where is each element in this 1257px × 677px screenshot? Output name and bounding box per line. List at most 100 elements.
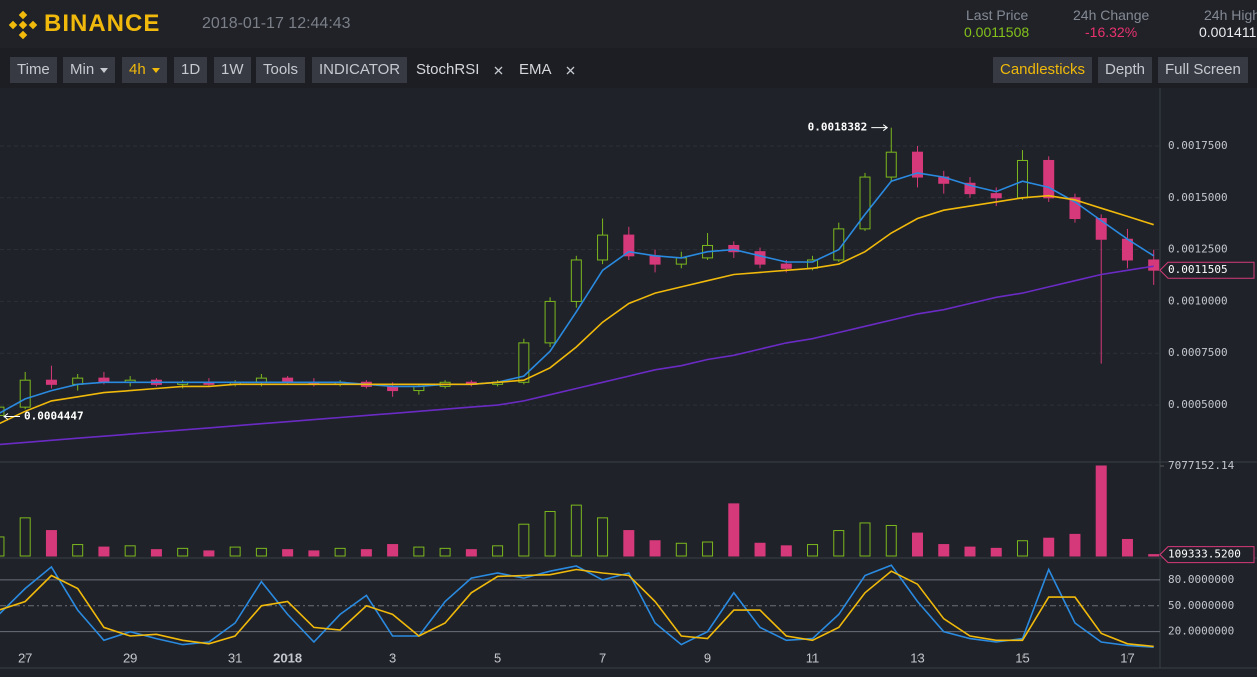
remove-indicator[interactable] [566,66,575,75]
last-volume-box [1159,546,1255,564]
volume-bar [177,547,189,557]
stoch-tick-label: 80.0000000 [1168,573,1234,586]
x-tick-label: 29 [123,650,137,665]
volume-bar [0,536,5,557]
stat-label: 24h High [1204,7,1257,23]
toolbar-dropdown[interactable]: Min [63,57,116,83]
candle-body [964,182,976,195]
x-tick-label: 31 [228,650,242,665]
stat-value: -16.32% [1085,24,1138,40]
toolbar-button[interactable]: INDICATOR [312,57,408,83]
x-tick-label: 27 [18,650,32,665]
candle-body [1148,259,1160,271]
indicator-tag: EMA [519,61,552,78]
ema-line [0,194,1154,425]
volume-bar [597,517,609,557]
high-annotation: 0.0018382 [808,121,868,134]
volume-bar [649,540,661,557]
candle-body [885,151,897,178]
toolbar-button[interactable]: Time [10,57,57,83]
y-tick-label: 0.0005000 [1168,398,1228,411]
volume-bar [964,546,976,557]
stat-label: Last Price [966,7,1029,23]
volume-bar [728,503,740,557]
toolbar: Time Min 4h 1D 1W Tools INDICATOR StochR… [0,50,1257,88]
ema-line [0,172,1155,414]
volume-bar [255,547,267,557]
stoch-line [0,564,1154,648]
logo-text: BINANCE [44,10,161,37]
toolbar-button[interactable]: 1D [174,57,208,83]
remove-indicator[interactable] [494,66,503,75]
volume-bar [439,547,451,557]
volume-bar [675,542,687,557]
x-tick-label: 15 [1015,650,1029,665]
last-price-label: 0.0011505 [1168,263,1228,276]
candle-body [649,255,661,265]
x-tick-label: 3 [389,650,396,665]
candle-body [1121,238,1133,261]
high-arrow [871,124,889,132]
candle-body [19,379,31,408]
indicator-tag: StochRSI [416,61,480,78]
volume-bar [19,517,31,557]
caret [100,67,109,73]
volume-bar [702,541,714,557]
x-tick-label: 9 [704,650,711,665]
x-tick-label: 11 [806,650,820,665]
volume-bar [912,532,924,557]
candle-body [728,244,740,253]
caret [151,67,160,73]
candle-body [675,257,687,265]
toolbar-button[interactable]: Full Screen [1158,57,1248,83]
candle-body [780,263,792,269]
toolbar-button[interactable]: Candlesticks [993,57,1093,83]
candle-body [570,259,582,302]
toolbar-dropdown[interactable]: 4h [122,57,167,83]
candle-body [1095,218,1107,240]
ema-line [0,265,1154,446]
candle-body [1016,159,1028,199]
volume-bar [124,545,136,557]
volume-bar [98,546,110,557]
stat-value: 0.001411 [1199,24,1257,40]
candle-body [45,379,57,385]
volume-bar [308,550,320,557]
candle-body [859,176,871,230]
volume-bar [544,510,556,557]
volume-bar [1121,538,1133,557]
volume-bar [807,544,819,557]
volume-bar [1016,540,1028,557]
toolbar-button[interactable]: Depth [1098,57,1153,83]
volume-bar [360,549,372,557]
volume-bar [150,549,162,557]
logo-icon [8,10,38,40]
toolbar-button[interactable]: Tools [256,57,306,83]
volume-bar [282,549,294,557]
volume-tick-label: 7077152.14 [1168,459,1235,472]
candle-body [518,342,530,383]
candle-body [1069,197,1081,220]
toolbar-button[interactable]: 1W [214,57,251,83]
x-tick-label: 13 [910,650,924,665]
candle-body [912,151,924,178]
volume-bar [387,544,399,557]
candle-body [833,228,845,261]
candle-body [754,251,766,265]
x-tick-label: 2018 [273,650,302,665]
volume-bar [1043,537,1055,557]
low-arrow [3,413,20,420]
volume-bar [334,547,346,557]
stat-label: 24h Change [1073,7,1150,23]
volume-bar [1095,465,1107,557]
stoch-tick-label: 50.0000000 [1168,599,1234,612]
server-time: 2018-01-17 12:44:43 [202,15,351,32]
y-tick-label: 0.0017500 [1168,139,1228,152]
y-tick-label: 0.0007500 [1168,346,1228,359]
x-tick-label: 17 [1120,650,1134,665]
stoch-line [0,568,1154,648]
volume-bar [623,530,635,557]
stat-value: 0.0011508 [964,24,1030,40]
volume-bar [833,530,845,557]
